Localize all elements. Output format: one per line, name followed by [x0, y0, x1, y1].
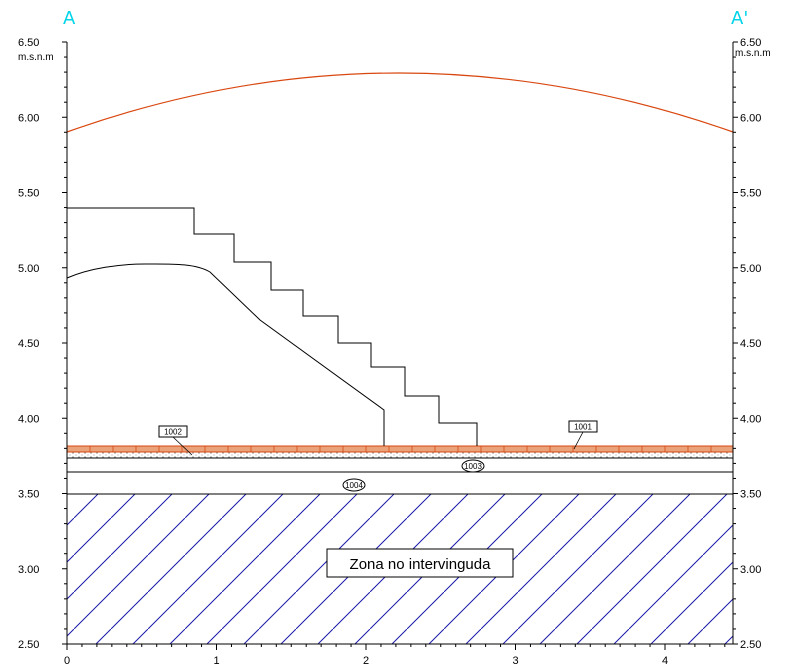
elevation-tick-label-right: 4.00: [740, 413, 761, 425]
unit-1001-tag: 1001: [568, 420, 598, 450]
elevation-tick-label-left: 4.50: [18, 338, 39, 350]
elevation-tick-label-left: 5.50: [18, 188, 39, 200]
elevation-tick-label-right: 3.00: [740, 564, 761, 576]
distance-ticks: 0 1 2 3 4: [64, 644, 726, 667]
distance-tick-label: 4: [662, 655, 668, 667]
elevation-tick-label-left: 3.00: [18, 564, 39, 576]
elevation-tick-label-left: 6.00: [18, 112, 39, 124]
elevation-tick-label-right: 4.50: [740, 338, 761, 350]
elevation-tick-label-right: 3.50: [740, 489, 761, 501]
elevation-unit-right: m.s.n.m: [735, 48, 771, 59]
stepped-profile: [67, 207, 478, 446]
elevation-tick-label-right: 6.00: [740, 112, 761, 124]
distance-tick-label: 1: [213, 655, 219, 667]
pavement-1001: [66, 445, 734, 453]
distance-tick-label: 0: [64, 655, 70, 667]
unit-1004-label: 1004: [345, 481, 363, 490]
unit-1001-label: 1001: [574, 423, 592, 432]
elevation-tick-label-left: 3.50: [18, 489, 39, 501]
elevation-tick-label-left: 6.50: [18, 37, 39, 49]
elevation-tick-label-left: 2.50: [18, 639, 39, 651]
unit-1003-label: 1003: [464, 462, 482, 471]
elevation-tick-label-right: 5.00: [740, 263, 761, 275]
unit-1002-tag: 1002: [158, 425, 193, 456]
elevation-unit-left: m.s.n.m: [18, 52, 54, 63]
vault-curve: [66, 72, 734, 133]
fill-layer: [67, 452, 733, 458]
stratigraphy: [66, 445, 734, 495]
unit-1002-label: 1002: [164, 428, 182, 437]
distance-tick-label: 2: [363, 655, 369, 667]
elevation-ticks: 6.50 6.50 6.00 6.00 5.50 5.50 5.00 5.00 4.50 4.50…: [18, 37, 761, 651]
elevation-tick-label-left: 4.00: [18, 413, 39, 425]
untouched-zone-label: Zona no intervinguda: [350, 556, 492, 573]
unit-1004-tag: 1004: [342, 478, 366, 492]
elevation-tick-label-right: 2.50: [740, 639, 761, 651]
section-start-mark: A: [63, 8, 76, 29]
distance-tick-label: 3: [512, 655, 518, 667]
section-end-mark: A': [731, 8, 748, 29]
untouched-zone-label-box: Zona no intervinguda: [326, 548, 514, 578]
unit-1003-tag: 1003: [461, 459, 485, 473]
elevation-tick-label-right: 5.50: [740, 188, 761, 200]
sloped-profile: [66, 263, 385, 446]
elevation-tick-label-left: 5.00: [18, 263, 39, 275]
elevation-tick-label-right: 6.50: [740, 37, 761, 49]
